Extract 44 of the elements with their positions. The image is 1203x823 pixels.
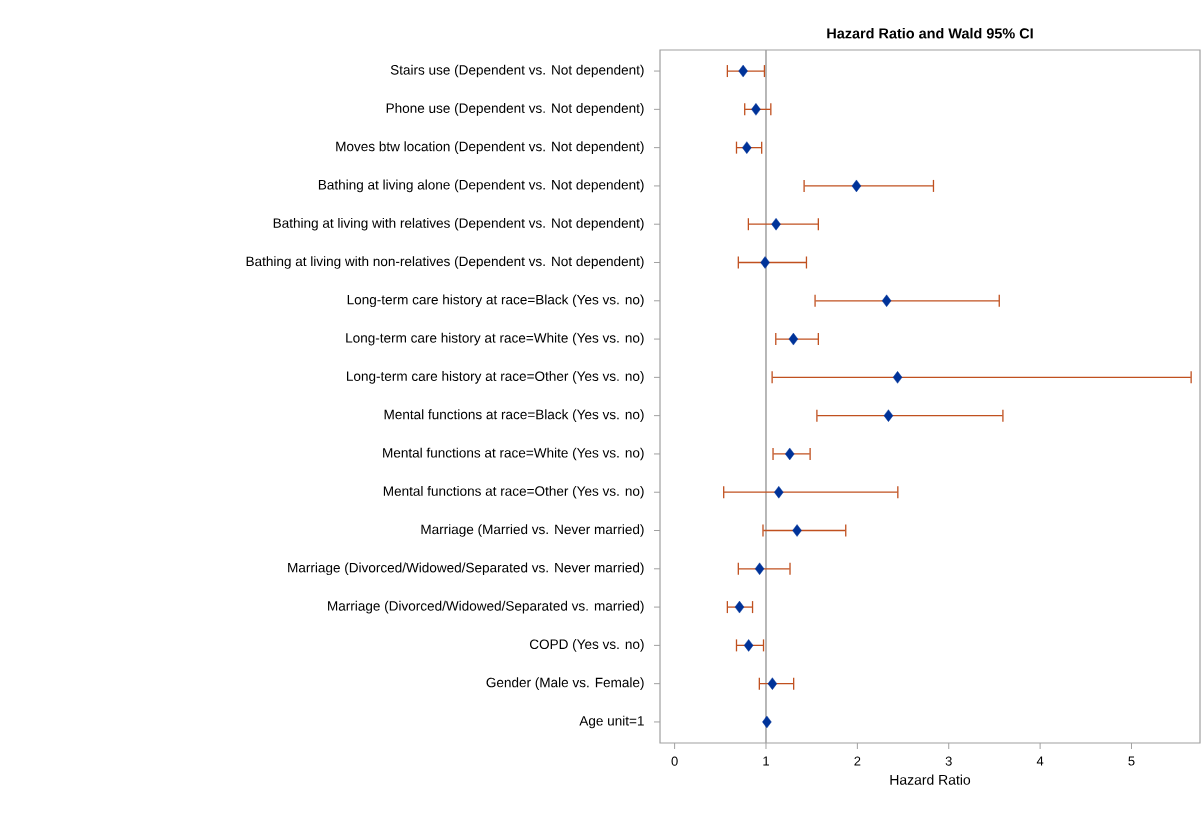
chart-title: Hazard Ratio and Wald 95% CI [827,27,1033,39]
y-tick-label: Mental functions at race=Black (Yes vs. no) [384,409,644,422]
y-tick-label: Gender (Male vs. Female) [486,677,644,690]
point [738,64,748,78]
point [881,294,892,307]
point [883,409,894,422]
y-tick-label: Marriage (Divorced/Widowed/Separated vs. Never married) [288,562,644,576]
x-tick-label: 4 [1036,756,1044,766]
y-tick-label: Mental functions at race=Other (Yes vs. no) [383,485,644,499]
y-tick-label: Stairs use (Dependent vs. Not dependent) [390,64,644,78]
point [792,524,802,537]
point [754,562,765,575]
point [851,179,862,193]
point [734,600,745,614]
point [760,256,770,269]
point [774,486,784,499]
point [892,371,903,384]
y-tick-label: Long-term care history at race=White (Yes vs. no) [346,332,644,346]
point [743,639,754,652]
y-tick-label: Marriage (Married vs. Never married) [421,524,644,537]
y-tick-label: Marriage (Divorced/Widowed/Separated vs. married) [328,600,644,614]
point [785,447,795,461]
x-tick-label: 5 [1128,756,1135,766]
x-axis-title: Hazard Ratio [890,774,971,785]
y-tick-label: Mental functions at race=White (Yes vs. no) [383,447,644,461]
point [762,715,772,729]
y-tick-label: Bathing at living alone (Dependent vs. Not dependent) [318,179,644,193]
x-tick-label: 0 [671,756,678,766]
point [788,332,799,346]
y-tick-label: Long-term care history at race=Other (Yes vs. no) [347,371,644,384]
point [751,103,761,116]
x-tick-label: 1 [763,756,769,766]
point [742,141,752,154]
y-tick-label: Long-term care history at race=Black (Yes vs. no) [347,294,644,308]
point [767,677,778,690]
y-tick-label: Bathing at living with non-relatives (Dependent vs. Not dependent) [246,256,644,269]
y-tick-label: Age unit=1 [579,715,644,729]
x-tick-label: 2 [854,756,861,766]
x-tick-label: 3 [945,756,952,766]
y-tick-label: Phone use (Dependent vs. Not dependent) [386,103,644,116]
point [771,218,781,231]
y-tick-label: COPD (Yes vs. no) [529,639,644,652]
y-tick-label: Bathing at living with relatives (Dependent vs. Not dependent) [273,217,644,231]
y-tick-label: Moves btw location (Dependent vs. Not dependent) [336,141,644,154]
